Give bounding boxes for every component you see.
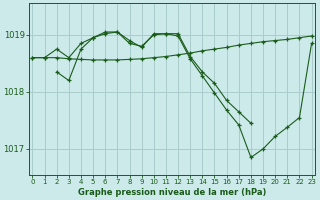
X-axis label: Graphe pression niveau de la mer (hPa): Graphe pression niveau de la mer (hPa) <box>78 188 266 197</box>
